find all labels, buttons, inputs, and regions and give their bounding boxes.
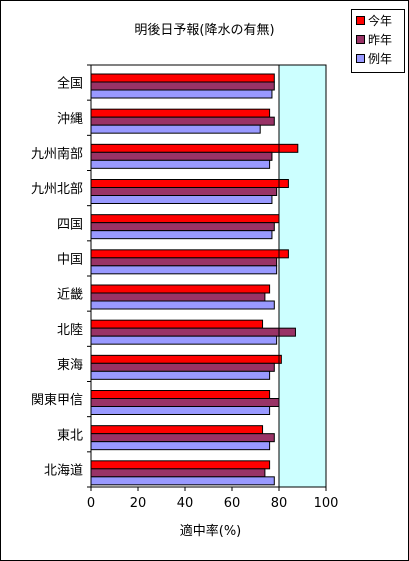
bar-9-0 (90, 390, 271, 399)
bar-5-0 (90, 249, 289, 259)
y-tick-label-8: 東海 (57, 357, 83, 373)
y-tick-label-3: 九州北部 (31, 182, 83, 197)
bar-5-1 (90, 257, 278, 267)
legend-swatch-2 (356, 54, 365, 63)
x-tick-label-1: 20 (130, 496, 147, 511)
bar-0-1 (90, 81, 275, 91)
legend-label-1: 昨年 (368, 33, 393, 47)
bar-11-2 (90, 476, 275, 486)
bar-0-2 (90, 89, 273, 99)
x-tick-label-3: 60 (224, 496, 241, 511)
bar-4-1 (90, 222, 275, 232)
bar-8-2 (90, 370, 271, 380)
x-tick-label-5: 100 (314, 496, 339, 511)
x-tick-label-0: 0 (87, 496, 95, 511)
y-tick-label-4: 四国 (57, 217, 83, 232)
x-axis-label: 適中率(%) (179, 524, 242, 539)
legend-item-2: 例年 (356, 51, 392, 67)
legend: 今年 昨年 例年 (351, 9, 405, 73)
bar-0-0 (90, 73, 275, 83)
y-tick-label-1: 沖縄 (57, 112, 83, 127)
bar-11-0 (90, 460, 271, 470)
bar-9-1 (90, 398, 280, 407)
y-tick-label-11: 北海道 (44, 463, 83, 478)
bar-1-2 (90, 124, 261, 134)
legend-item-1: 昨年 (356, 32, 392, 48)
bar-3-1 (90, 187, 278, 196)
bar-2-1 (90, 151, 273, 161)
bar-1-1 (90, 116, 275, 126)
bar-7-2 (90, 335, 278, 345)
legend-item-0: 今年 (356, 13, 392, 29)
bar-6-1 (90, 292, 266, 302)
bar-3-2 (90, 195, 273, 204)
bar-7-0 (90, 319, 264, 329)
bar-5-2 (90, 265, 278, 275)
bar-4-0 (90, 214, 280, 224)
bar-3-0 (90, 179, 289, 188)
bar-6-0 (90, 284, 271, 294)
bar-11-1 (90, 468, 266, 478)
y-tick-label-6: 近畿 (57, 288, 83, 303)
bar-10-1 (90, 433, 275, 443)
legend-label-2: 例年 (368, 52, 393, 66)
bar-9-2 (90, 406, 271, 415)
bar-6-2 (90, 300, 275, 310)
legend-swatch-1 (356, 35, 365, 44)
bar-2-2 (90, 159, 271, 169)
bar-10-2 (90, 441, 271, 451)
x-tick-label-4: 80 (271, 496, 288, 511)
y-tick-label-2: 九州南部 (31, 146, 83, 162)
legend-swatch-0 (356, 16, 365, 25)
y-tick-label-5: 中国 (57, 252, 83, 267)
bar-7-1 (90, 327, 296, 337)
y-tick-label-0: 全国 (57, 76, 83, 92)
chart-title: 明後日予報(降水の有無) (134, 23, 275, 38)
bar-2-0 (90, 143, 299, 153)
y-tick-label-9: 関東甲信 (31, 392, 83, 408)
y-tick-label-10: 東北 (57, 427, 83, 443)
y-tick-label-7: 北陸 (57, 322, 83, 338)
bar-4-2 (90, 230, 273, 240)
legend-label-0: 今年 (368, 14, 393, 28)
bar-10-0 (90, 425, 264, 435)
bar-8-1 (90, 362, 275, 372)
x-tick-label-2: 40 (177, 496, 194, 511)
bar-8-0 (90, 354, 282, 364)
bar-1-0 (90, 108, 271, 118)
highlight-region (279, 65, 326, 487)
